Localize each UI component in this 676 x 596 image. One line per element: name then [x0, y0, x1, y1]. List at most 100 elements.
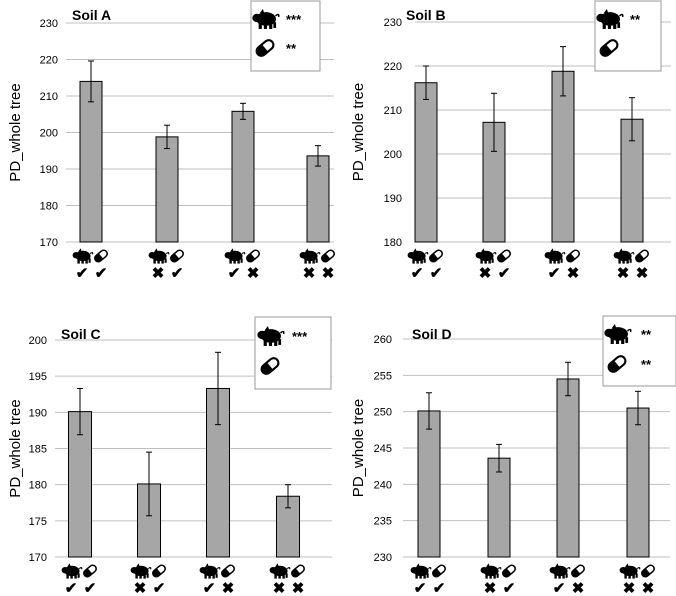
antibiotic-mark: ✔: [433, 580, 446, 596]
pig-icon: [148, 247, 170, 265]
pig-icon: [299, 247, 321, 265]
bar: [79, 80, 103, 243]
manure-mark: ✔: [548, 265, 561, 282]
y-tick-label: 250: [374, 407, 392, 419]
chart-panel-1: 170 180 190 200 210 220 230 PD_whole tree Soil A…: [7, 0, 337, 282]
manure-mark: ✔: [228, 265, 241, 282]
antibiotic-mark: ✔: [84, 580, 97, 596]
pig-icon: [269, 562, 291, 580]
pig-icon: [475, 247, 497, 265]
antibiotic-mark: ✖: [322, 265, 335, 282]
pig-icon: [61, 562, 83, 580]
manure-mark: ✖: [623, 580, 636, 596]
chart-title: Soil C: [61, 326, 101, 342]
y-tick-label: 180: [40, 201, 58, 213]
legend-box: [594, 0, 662, 72]
y-tick-label: 230: [374, 552, 392, 564]
pig-icon: [549, 562, 571, 580]
pill-capsule-icon: [244, 248, 262, 264]
antibiotic-mark: ✖: [567, 265, 580, 282]
antibiotic-mark: ✖: [572, 580, 585, 596]
y-tick-label: 190: [384, 193, 402, 205]
antibiotic-mark: ✔: [153, 580, 166, 596]
manure-mark: ✖: [484, 580, 497, 596]
manure-mark: ✖: [273, 580, 286, 596]
pig-icon: [613, 247, 635, 265]
bar: [487, 457, 511, 558]
antibiotic-mark: ✖: [247, 265, 260, 282]
y-tick-label: 260: [374, 334, 392, 346]
manure-mark: ✔: [411, 265, 424, 282]
legend-box: [250, 0, 321, 72]
manure-mark: ✔: [553, 580, 566, 596]
legend-manure-significance: **: [630, 12, 641, 27]
pig-icon: [224, 247, 246, 265]
pig-icon: [130, 562, 152, 580]
pill-capsule-icon: [633, 248, 651, 264]
pig-icon: [407, 247, 429, 265]
pill-capsule-icon: [319, 248, 337, 264]
y-tick-label: 220: [384, 61, 402, 73]
legend-manure-significance: ***: [292, 329, 308, 344]
pill-capsule-icon: [495, 248, 513, 264]
bar: [306, 155, 330, 243]
bar: [417, 410, 441, 558]
legend-antibiotic-significance: **: [286, 41, 297, 56]
y-axis-label: PD_whole tree: [7, 83, 24, 181]
antibiotic-mark: ✔: [95, 265, 108, 282]
pill-capsule-icon: [569, 563, 587, 579]
y-tick-label: 180: [384, 237, 402, 249]
legend-manure-significance: ***: [286, 12, 302, 27]
legend-antibiotic-significance: **: [641, 357, 652, 372]
legend: **: [594, 0, 662, 72]
y-tick-label: 210: [40, 91, 58, 103]
manure-mark: ✖: [617, 265, 630, 282]
antibiotic-mark: ✖: [636, 265, 649, 282]
legend: ** **: [602, 315, 676, 387]
bar: [414, 82, 438, 243]
antibiotic-mark: ✔: [430, 265, 443, 282]
manure-mark: ✖: [134, 580, 147, 596]
chart-title: Soil B: [406, 7, 446, 23]
pill-capsule-icon: [168, 248, 186, 264]
y-tick-label: 190: [29, 407, 47, 419]
pig-icon: [72, 247, 94, 265]
y-tick-label: 230: [384, 17, 402, 29]
manure-mark: ✖: [479, 265, 492, 282]
y-tick-label: 180: [29, 480, 47, 492]
pill-capsule-icon: [289, 563, 307, 579]
y-tick-label: 200: [384, 149, 402, 161]
y-tick-label: 195: [29, 371, 47, 383]
y-axis-label: PD_whole tree: [350, 399, 367, 497]
y-tick-label: 235: [374, 516, 392, 528]
antibiotic-mark: ✔: [503, 580, 516, 596]
antibiotic-mark: ✖: [642, 580, 655, 596]
chart-title: Soil A: [72, 7, 111, 23]
legend-manure-significance: **: [641, 327, 652, 342]
legend: *****: [250, 0, 321, 72]
bar: [556, 378, 580, 558]
y-tick-label: 240: [374, 479, 392, 491]
y-tick-label: 170: [40, 237, 58, 249]
y-tick-label: 200: [40, 128, 58, 140]
pig-icon: [619, 562, 641, 580]
pill-capsule-icon: [500, 563, 518, 579]
y-tick-label: 230: [40, 18, 58, 30]
pill-capsule-icon: [92, 248, 110, 264]
y-axis-label: PD_whole tree: [7, 399, 24, 497]
pig-icon: [199, 562, 221, 580]
y-tick-label: 210: [384, 105, 402, 117]
pig-icon: [410, 562, 432, 580]
pill-capsule-icon: [427, 248, 445, 264]
pig-icon: [480, 562, 502, 580]
pill-capsule-icon: [81, 563, 99, 579]
y-tick-label: 245: [374, 443, 392, 455]
chart-panel-4: 230 235 240 245 250 255 260 PD_whole tree Soil D…: [350, 315, 676, 596]
legend: ***: [254, 316, 332, 390]
antibiotic-mark: ✔: [171, 265, 184, 282]
pill-capsule-icon: [219, 563, 237, 579]
y-tick-label: 185: [29, 444, 47, 456]
y-tick-label: 170: [29, 552, 47, 564]
pill-capsule-icon: [639, 563, 657, 579]
